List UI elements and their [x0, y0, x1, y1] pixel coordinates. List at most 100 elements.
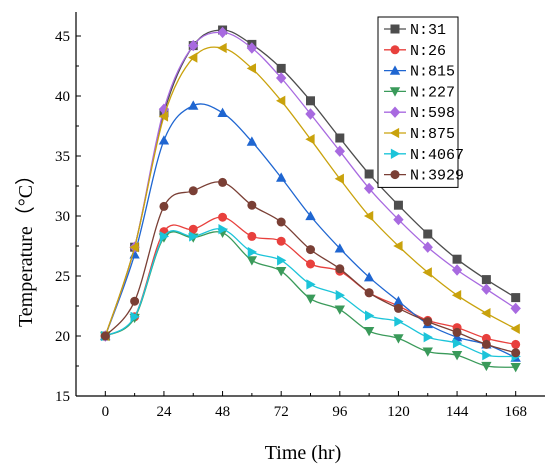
data-point	[188, 100, 199, 110]
data-point	[394, 316, 404, 327]
legend-item: N:815	[384, 64, 455, 81]
data-point	[451, 290, 462, 301]
data-point	[364, 310, 375, 321]
legend-marker	[389, 106, 401, 118]
data-point	[217, 107, 228, 117]
data-point	[482, 350, 492, 361]
x-tick-label: 120	[387, 404, 410, 420]
data-point	[363, 272, 375, 282]
y-tick-label: 30	[55, 209, 70, 225]
legend-marker	[390, 24, 400, 34]
data-point	[364, 288, 374, 298]
data-point	[247, 246, 258, 258]
legend: N:31 N:26 N:815 N:227 N:598 N:875 N:4067 N:3929	[377, 16, 464, 188]
data-point	[158, 135, 170, 145]
data-point	[451, 264, 463, 276]
data-point	[306, 279, 316, 290]
legend-label: N:31	[410, 22, 446, 39]
data-point	[188, 39, 199, 52]
plot-area	[100, 25, 521, 373]
y-axis-title: Temperature（°C）	[14, 165, 37, 327]
legend-label: N:875	[410, 126, 455, 143]
data-point	[422, 267, 432, 278]
data-point	[247, 231, 257, 241]
data-point	[246, 256, 258, 266]
legend-item: N:26	[384, 43, 446, 60]
data-point	[306, 96, 315, 106]
data-point	[393, 200, 403, 210]
data-point	[393, 240, 403, 252]
legend-item: N:4067	[384, 147, 464, 164]
data-point	[511, 339, 521, 349]
legend-item: N:227	[384, 84, 455, 101]
series-n3929	[100, 177, 521, 358]
legend-marker	[390, 170, 400, 180]
data-point	[363, 210, 374, 222]
legend-label: N:4067	[410, 147, 464, 164]
data-point	[276, 72, 287, 84]
legend-item: N:31	[384, 22, 446, 39]
legend-marker	[390, 148, 401, 159]
data-point	[305, 294, 316, 304]
series-line	[104, 46, 516, 337]
data-point	[422, 241, 433, 253]
data-point	[452, 327, 462, 337]
data-point	[218, 224, 228, 235]
data-point	[188, 186, 198, 196]
data-point	[393, 296, 404, 306]
data-point	[130, 296, 140, 306]
data-point	[158, 111, 169, 122]
data-point	[218, 177, 228, 187]
data-point	[335, 290, 345, 301]
data-point	[511, 293, 521, 303]
data-point	[363, 327, 375, 337]
data-point	[305, 210, 316, 221]
legend-label: N:815	[410, 64, 455, 81]
data-point	[247, 200, 257, 210]
data-point	[306, 259, 315, 269]
y-tick-label: 25	[55, 269, 70, 285]
data-point	[335, 264, 345, 274]
x-tick-label: 168	[504, 404, 527, 420]
series-n875	[100, 42, 520, 342]
legend-marker	[389, 87, 401, 97]
x-axis-title: Time (hr)	[265, 442, 341, 464]
legend-item: N:875	[384, 126, 455, 143]
y-tick-label: 15	[55, 389, 70, 405]
data-point	[246, 63, 257, 74]
data-point	[481, 283, 492, 295]
data-point	[452, 254, 462, 264]
x-tick-label: 48	[215, 404, 230, 420]
y-tick-label: 45	[55, 29, 70, 45]
y-tick-label: 20	[55, 329, 70, 345]
data-point	[423, 229, 433, 239]
data-point	[100, 331, 110, 341]
x-tick-label: 96	[332, 404, 348, 420]
data-point	[393, 303, 403, 313]
y-tick-label: 35	[55, 149, 70, 165]
data-point	[276, 217, 286, 227]
legend-label: N:227	[410, 84, 455, 101]
data-point	[218, 212, 228, 222]
data-point	[481, 339, 491, 349]
data-point	[510, 302, 521, 315]
data-point	[363, 182, 375, 195]
data-point	[188, 52, 198, 63]
data-point	[335, 133, 345, 143]
data-point	[276, 236, 286, 246]
data-point	[423, 317, 433, 327]
data-point	[276, 172, 287, 182]
data-point	[481, 308, 491, 319]
legend-label: N:3929	[410, 168, 464, 185]
y-tick-label: 40	[55, 89, 70, 105]
data-point	[334, 243, 345, 253]
data-point	[276, 63, 286, 73]
data-point	[393, 213, 404, 226]
axes: 0 24 48 72 96 120 144 168 15 20 25 30 35 40 45	[55, 12, 545, 420]
data-point	[246, 136, 258, 146]
data-point	[276, 267, 287, 277]
data-point	[451, 351, 463, 361]
data-point	[189, 231, 199, 242]
data-point	[246, 42, 258, 54]
series-line	[104, 31, 517, 337]
